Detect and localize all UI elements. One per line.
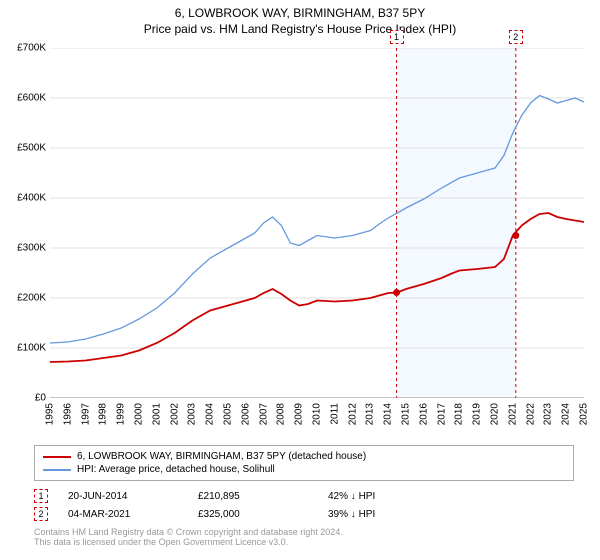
x-axis-label: 2004 — [205, 403, 216, 425]
credit-line: This data is licensed under the Open Gov… — [34, 537, 574, 547]
x-axis-label: 2022 — [525, 403, 536, 425]
x-axis-label: 2018 — [454, 403, 465, 425]
x-axis-label: 2008 — [276, 403, 287, 425]
x-axis-label: 2024 — [561, 403, 572, 425]
chart-container: 6, LOWBROOK WAY, BIRMINGHAM, B37 5PY Pri… — [0, 0, 600, 560]
legend-row: HPI: Average price, detached house, Soli… — [43, 463, 565, 476]
x-axis-label: 2001 — [151, 403, 162, 425]
datapoint-row: 2 04-MAR-2021£325,00039% ↓ HPI — [34, 505, 574, 523]
legend-row: 6, LOWBROOK WAY, BIRMINGHAM, B37 5PY (de… — [43, 450, 565, 463]
y-axis-label: £400K — [1, 193, 46, 204]
y-axis-label: £300K — [1, 243, 46, 254]
x-axis-label: 2002 — [169, 403, 180, 425]
datapoint-price: £325,000 — [198, 509, 328, 520]
datapoint-marker: 1 — [34, 489, 48, 503]
datapoints-table: 1 20-JUN-2014£210,89542% ↓ HPI 2 04-MAR-202… — [34, 487, 574, 523]
chart-plot-area: £0£100K£200K£300K£400K£500K£600K£700K 19… — [50, 48, 584, 398]
x-axis-label: 1998 — [98, 403, 109, 425]
x-axis-label: 2005 — [223, 403, 234, 425]
y-axis-label: £500K — [1, 143, 46, 154]
x-axis-label: 2023 — [543, 403, 554, 425]
datapoint-delta: 39% ↓ HPI — [328, 509, 458, 520]
highlight-marker: 1 — [390, 30, 404, 44]
legend-swatch — [43, 456, 71, 458]
x-axis-label: 2010 — [312, 403, 323, 425]
x-axis-label: 2003 — [187, 403, 198, 425]
y-axis-label: £100K — [1, 343, 46, 354]
x-axis-label: 2006 — [240, 403, 251, 425]
legend-label: 6, LOWBROOK WAY, BIRMINGHAM, B37 5PY (de… — [77, 451, 366, 462]
y-axis-label: £700K — [1, 43, 46, 54]
x-axis-label: 1996 — [62, 403, 73, 425]
x-axis-label: 2012 — [347, 403, 358, 425]
y-axis-label: £0 — [1, 393, 46, 404]
x-axis-label: 2014 — [383, 403, 394, 425]
x-axis-label: 1997 — [80, 403, 91, 425]
highlight-marker: 2 — [509, 30, 523, 44]
x-axis-label: 2000 — [134, 403, 145, 425]
datapoint-date: 04-MAR-2021 — [68, 509, 198, 520]
legend-box: 6, LOWBROOK WAY, BIRMINGHAM, B37 5PY (de… — [34, 445, 574, 481]
y-axis-label: £200K — [1, 293, 46, 304]
legend-area: 6, LOWBROOK WAY, BIRMINGHAM, B37 5PY (de… — [34, 445, 574, 547]
chart-svg — [50, 48, 584, 398]
datapoint-date: 20-JUN-2014 — [68, 491, 198, 502]
x-axis-label: 1999 — [116, 403, 127, 425]
datapoint-marker: 2 — [34, 507, 48, 521]
x-axis-label: 2015 — [401, 403, 412, 425]
x-axis-label: 2013 — [365, 403, 376, 425]
credit-line: Contains HM Land Registry data © Crown c… — [34, 527, 574, 537]
x-axis-label: 1995 — [45, 403, 56, 425]
datapoint-delta: 42% ↓ HPI — [328, 491, 458, 502]
chart-title: 6, LOWBROOK WAY, BIRMINGHAM, B37 5PY — [0, 0, 600, 20]
x-axis-label: 2016 — [418, 403, 429, 425]
x-axis-label: 2020 — [490, 403, 501, 425]
x-axis-label: 2025 — [579, 403, 590, 425]
x-axis-label: 2011 — [329, 403, 340, 425]
x-axis-label: 2021 — [507, 403, 518, 425]
legend-label: HPI: Average price, detached house, Soli… — [77, 464, 275, 475]
x-axis-label: 2017 — [436, 403, 447, 425]
legend-swatch — [43, 469, 71, 471]
x-axis-label: 2007 — [258, 403, 269, 425]
x-axis-label: 2019 — [472, 403, 483, 425]
datapoint-row: 1 20-JUN-2014£210,89542% ↓ HPI — [34, 487, 574, 505]
x-axis-label: 2009 — [294, 403, 305, 425]
credit-text: Contains HM Land Registry data © Crown c… — [34, 527, 574, 547]
datapoint-price: £210,895 — [198, 491, 328, 502]
y-axis-label: £600K — [1, 93, 46, 104]
